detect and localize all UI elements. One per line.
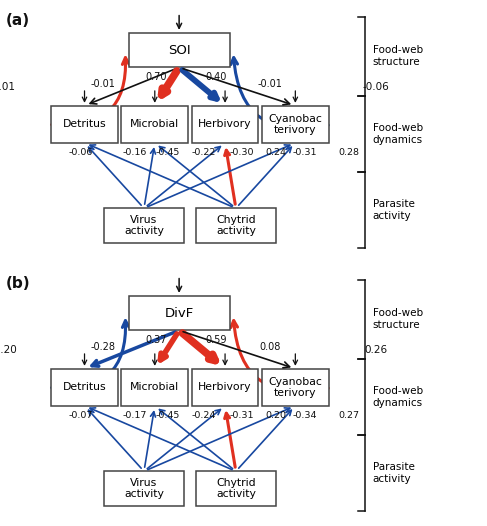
Text: Cyanobac
terivory: Cyanobac terivory — [268, 114, 322, 135]
Text: Food-web
structure: Food-web structure — [373, 308, 423, 330]
Text: Parasite
activity: Parasite activity — [373, 462, 414, 484]
Text: -0.16: -0.16 — [123, 148, 147, 157]
Text: Food-web
dynamics: Food-web dynamics — [373, 123, 423, 145]
Text: -0.06: -0.06 — [69, 148, 93, 157]
Text: -0.06: -0.06 — [362, 82, 389, 92]
Text: -0.01: -0.01 — [257, 79, 282, 89]
FancyBboxPatch shape — [192, 369, 259, 406]
FancyBboxPatch shape — [51, 369, 118, 406]
Text: (a): (a) — [6, 13, 30, 28]
Text: Chytrid
activity: Chytrid activity — [216, 215, 256, 236]
Text: DivF: DivF — [165, 307, 194, 320]
Text: Herbivory: Herbivory — [198, 119, 252, 129]
Text: 0.01: 0.01 — [0, 82, 16, 92]
Text: -0.28: -0.28 — [91, 342, 115, 352]
Text: 0.59: 0.59 — [206, 335, 227, 345]
Text: Detritus: Detritus — [63, 382, 106, 392]
Text: 0.40: 0.40 — [206, 72, 227, 82]
Text: -0.22: -0.22 — [191, 148, 216, 157]
FancyBboxPatch shape — [121, 106, 188, 143]
Text: Virus
activity: Virus activity — [124, 215, 164, 236]
Text: -0.24: -0.24 — [191, 411, 216, 420]
FancyBboxPatch shape — [196, 208, 276, 243]
FancyBboxPatch shape — [121, 369, 188, 406]
Text: SOI: SOI — [168, 44, 190, 57]
Text: 0.20: 0.20 — [265, 411, 286, 420]
Text: -0.30: -0.30 — [229, 148, 254, 157]
Text: 0.24: 0.24 — [265, 148, 286, 157]
Text: Microbial: Microbial — [130, 382, 179, 392]
Text: -0.31: -0.31 — [229, 411, 254, 420]
Text: Herbivory: Herbivory — [198, 382, 252, 392]
FancyBboxPatch shape — [129, 296, 229, 330]
Text: -0.17: -0.17 — [123, 411, 147, 420]
FancyBboxPatch shape — [104, 208, 184, 243]
Text: Food-web
structure: Food-web structure — [373, 45, 423, 67]
Text: -0.31: -0.31 — [292, 148, 317, 157]
Text: Chytrid
activity: Chytrid activity — [216, 478, 256, 499]
Text: (b): (b) — [6, 276, 31, 291]
Text: 0.08: 0.08 — [259, 342, 281, 352]
Text: 0.28: 0.28 — [338, 148, 359, 157]
Text: 0.70: 0.70 — [146, 72, 167, 82]
FancyBboxPatch shape — [104, 471, 184, 506]
Text: -0.34: -0.34 — [292, 411, 317, 420]
Text: -0.01: -0.01 — [91, 79, 115, 89]
Text: -0.45: -0.45 — [155, 411, 180, 420]
FancyBboxPatch shape — [192, 106, 259, 143]
Text: -0.45: -0.45 — [155, 148, 180, 157]
Text: 0.37: 0.37 — [146, 335, 167, 345]
FancyBboxPatch shape — [129, 33, 229, 67]
Text: Cyanobac
terivory: Cyanobac terivory — [268, 377, 322, 398]
Text: Food-web
dynamics: Food-web dynamics — [373, 386, 423, 408]
Text: Virus
activity: Virus activity — [124, 478, 164, 499]
FancyBboxPatch shape — [196, 471, 276, 506]
FancyBboxPatch shape — [262, 106, 329, 143]
Text: 0.26: 0.26 — [364, 345, 387, 355]
Text: -0.07: -0.07 — [69, 411, 93, 420]
Text: Microbial: Microbial — [130, 119, 179, 129]
FancyBboxPatch shape — [51, 106, 118, 143]
Text: 0.27: 0.27 — [338, 411, 359, 420]
FancyBboxPatch shape — [262, 369, 329, 406]
Text: Parasite
activity: Parasite activity — [373, 199, 414, 221]
Text: -0.20: -0.20 — [0, 345, 18, 355]
Text: Detritus: Detritus — [63, 119, 106, 129]
